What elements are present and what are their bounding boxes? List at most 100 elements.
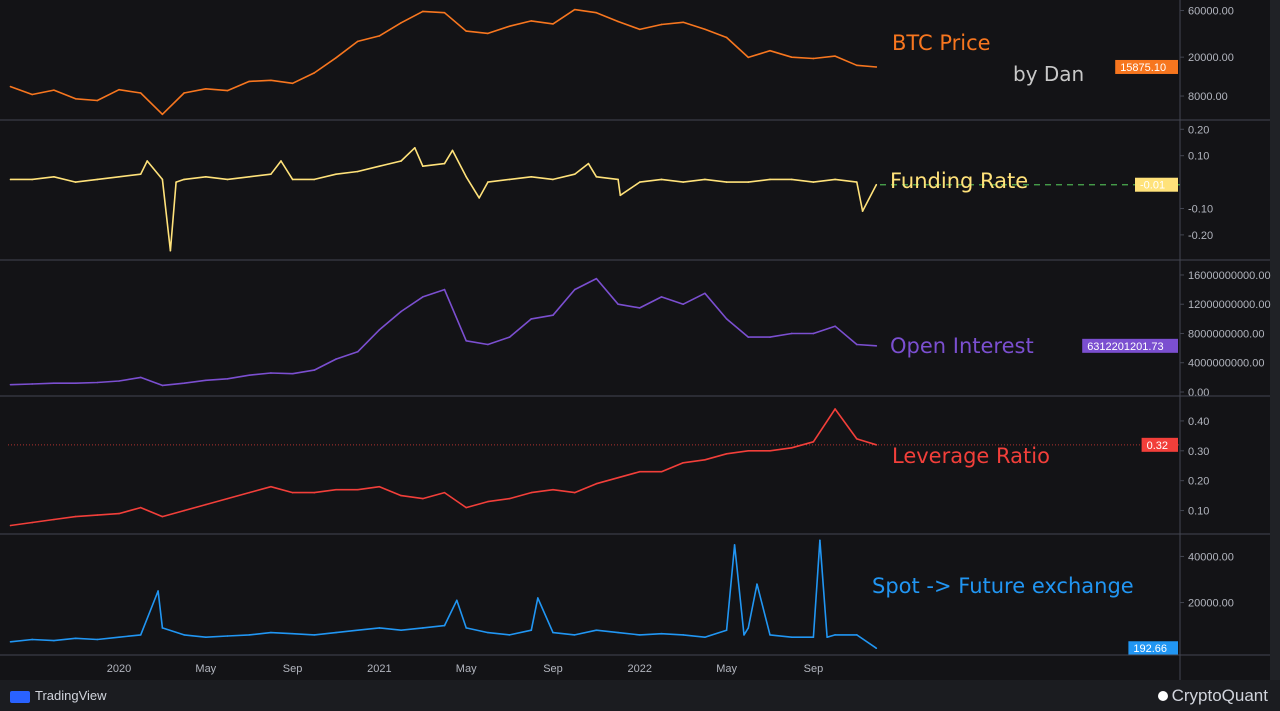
y-tick-label: -0.20 (1188, 230, 1213, 242)
data-point (595, 277, 598, 280)
data-point (769, 49, 771, 52)
data-point (875, 444, 878, 446)
y-tick-label: 0.10 (1188, 151, 1209, 163)
data-point (856, 343, 858, 346)
data-point (465, 627, 468, 629)
data-point (205, 87, 207, 90)
data-point (226, 89, 229, 92)
data-point (9, 640, 12, 643)
data-point (595, 11, 598, 14)
data-point (74, 97, 77, 100)
data-point (834, 325, 836, 327)
data-point (587, 162, 590, 165)
data-point (573, 491, 576, 494)
data-point (595, 629, 598, 632)
data-point (291, 82, 294, 85)
data-point (161, 113, 164, 116)
data-point (595, 176, 598, 178)
data-point (725, 181, 728, 183)
last-value-text: 192.66 (1133, 643, 1167, 655)
data-point (875, 345, 878, 347)
y-tick-label: 0.10 (1188, 506, 1209, 518)
last-value-text: 0.32 (1147, 440, 1168, 452)
data-point (595, 482, 598, 485)
data-point (205, 379, 207, 382)
data-point (74, 637, 77, 640)
data-point (9, 383, 12, 386)
data-point (183, 509, 185, 512)
data-point (465, 340, 468, 342)
data-point (537, 597, 539, 599)
data-point (183, 634, 185, 636)
data-point (226, 378, 229, 380)
data-point (639, 634, 641, 636)
data-point (747, 450, 750, 452)
data-point (617, 303, 619, 306)
cryptoquant-logo: CryptoQuant (1157, 680, 1268, 711)
data-point (465, 30, 468, 32)
data-point (313, 72, 316, 74)
y-tick-label: 4000000000.00 (1188, 358, 1264, 370)
data-point (790, 56, 793, 58)
data-point (725, 318, 728, 320)
cryptoquant-icon (1157, 691, 1168, 701)
data-point (146, 160, 149, 162)
data-point (834, 178, 836, 181)
tradingview-logo[interactable]: TradingView (10, 680, 107, 711)
data-point (660, 470, 663, 473)
x-tick-label: Sep (283, 663, 303, 675)
data-point (422, 10, 424, 13)
data-point (487, 343, 489, 346)
data-point (530, 629, 533, 632)
author-annotation: by Dan (1013, 62, 1084, 86)
data-point (465, 176, 468, 178)
data-point (161, 627, 164, 629)
data-point (812, 181, 815, 183)
data-point (747, 56, 750, 59)
data-point (508, 178, 511, 181)
data-point (443, 288, 446, 291)
data-point (378, 329, 381, 331)
data-point (487, 631, 489, 634)
data-point (465, 506, 468, 509)
data-point (682, 21, 684, 24)
data-point (747, 627, 750, 629)
data-point (96, 381, 99, 384)
data-point (508, 25, 511, 27)
data-point (248, 374, 250, 376)
y-tick-label: -0.10 (1188, 203, 1213, 215)
data-point (53, 639, 55, 642)
data-point (682, 303, 684, 306)
data-point (291, 632, 294, 635)
data-point (157, 590, 159, 592)
data-point (226, 178, 229, 181)
data-point (487, 32, 489, 35)
data-point (400, 310, 402, 313)
data-point (487, 500, 489, 503)
data-point (639, 28, 641, 31)
last-value-badge (1141, 437, 1178, 452)
last-value-badge (1082, 338, 1178, 353)
data-point (139, 376, 142, 379)
data-point (31, 383, 33, 385)
data-point (139, 92, 142, 94)
data-point (682, 181, 684, 183)
data-point (248, 491, 250, 494)
data-point (226, 635, 229, 637)
data-point (291, 372, 294, 375)
data-point (96, 638, 99, 641)
data-point (790, 447, 793, 449)
data-point (248, 80, 250, 83)
data-point (335, 631, 337, 634)
data-point (443, 491, 446, 494)
series-label: Leverage Ratio (892, 444, 1050, 468)
data-point (205, 176, 207, 178)
data-point (280, 160, 282, 162)
y-tick-label: 0.20 (1188, 476, 1209, 488)
data-point (875, 647, 878, 650)
data-point (118, 380, 120, 382)
data-point (313, 634, 316, 636)
data-point (400, 160, 402, 162)
data-point (552, 488, 554, 491)
data-point (508, 634, 511, 636)
